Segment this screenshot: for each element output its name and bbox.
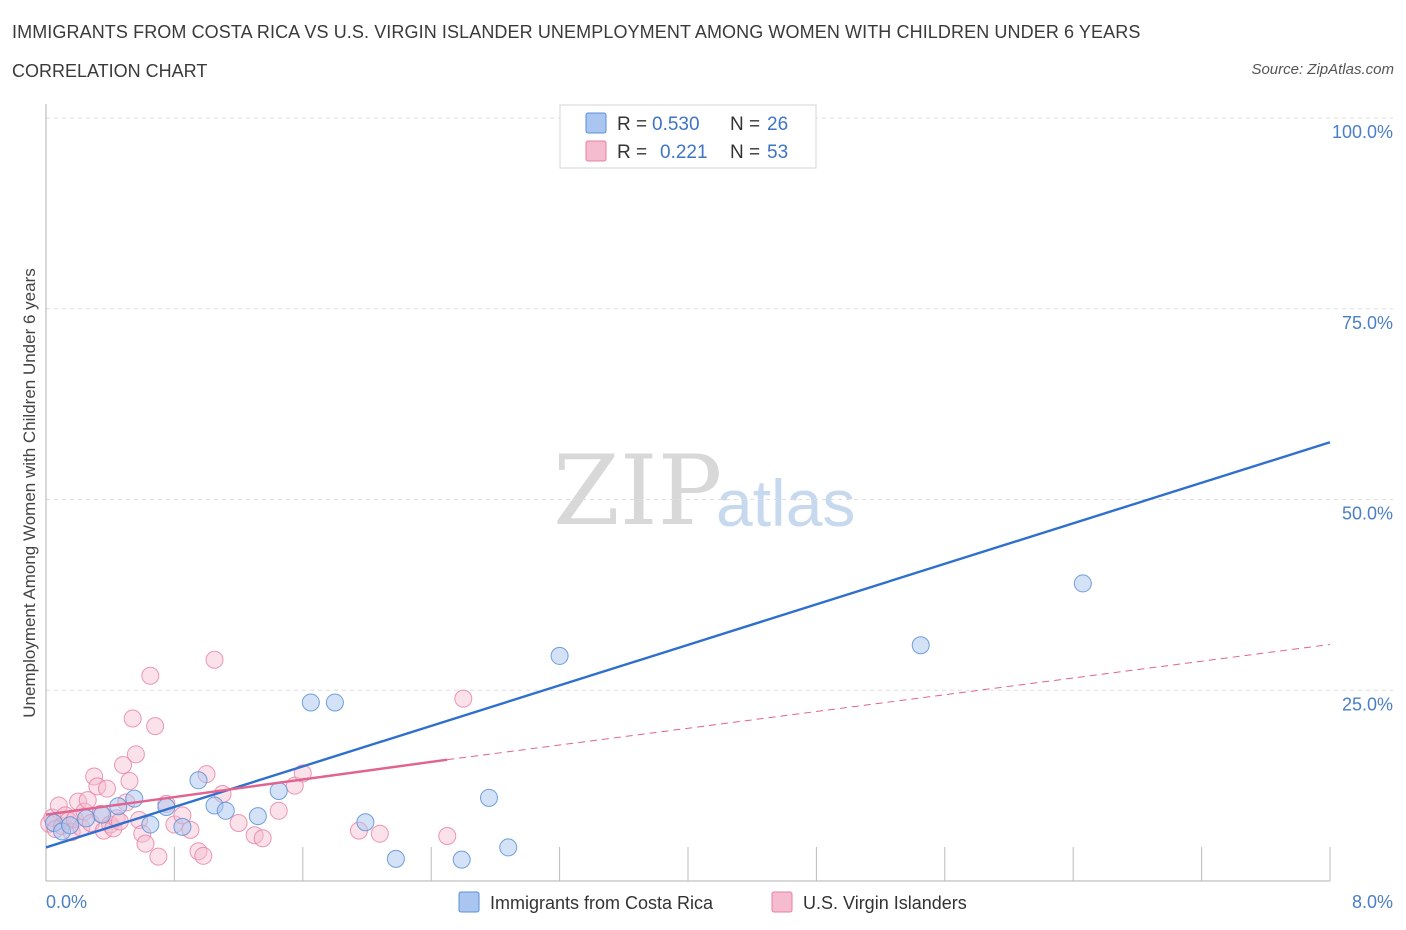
y-tick-label: 75.0% (1342, 313, 1393, 333)
point-costa-rica (248, 807, 267, 826)
point-us-virgin-islanders (205, 650, 224, 669)
y-tick-labels: 25.0% 50.0% 75.0% 100.0% (1332, 122, 1393, 714)
y-tick-label: 25.0% (1342, 694, 1393, 714)
source-credit: Source: ZipAtlas.com (1251, 61, 1394, 78)
x-tick-label-max: 8.0% (1352, 892, 1393, 912)
point-costa-rica (550, 646, 569, 665)
chart-subtitle: CORRELATION CHART (12, 61, 208, 81)
legend-n-value-blue: 26 (767, 114, 788, 135)
point-us-virgin-islanders (229, 814, 248, 833)
series-legend: Immigrants from Costa Rica U.S. Virgin I… (458, 891, 967, 913)
trend-lines (45, 441, 1331, 849)
legend-r-label-blue: R = (617, 114, 647, 135)
legend-swatch-pink (585, 140, 607, 162)
watermark-zip: ZIP (553, 435, 722, 547)
trend-line-costa-rica (45, 441, 1331, 849)
bottom-legend-label-blue: Immigrants from Costa Rica (490, 893, 714, 913)
legend-n-label-pink: N = (730, 142, 760, 163)
point-costa-rica (911, 636, 930, 655)
point-costa-rica (189, 771, 208, 790)
legend-n-value-pink: 53 (767, 142, 788, 163)
point-costa-rica (216, 801, 235, 820)
point-costa-rica (499, 838, 518, 857)
point-us-virgin-islanders (194, 846, 213, 865)
trend-line-us-virgin-islanders (45, 758, 448, 816)
bottom-legend-swatch-pink (771, 891, 793, 913)
point-costa-rica (325, 693, 344, 712)
point-us-virgin-islanders (120, 772, 139, 791)
point-us-virgin-islanders (146, 717, 165, 736)
point-costa-rica (356, 813, 375, 832)
point-us-virgin-islanders (114, 756, 133, 775)
point-us-virgin-islanders (141, 666, 160, 685)
x-tick-label-min: 0.0% (46, 892, 87, 912)
point-us-virgin-islanders (454, 689, 473, 708)
point-us-virgin-islanders (97, 779, 116, 798)
y-tick-label: 100.0% (1332, 122, 1393, 142)
legend-r-value-pink: 0.221 (660, 142, 708, 163)
point-us-virgin-islanders (253, 829, 272, 848)
point-costa-rica (173, 817, 192, 836)
series-us-virgin-islanders (40, 650, 473, 866)
series-costa-rica (45, 109, 1092, 869)
point-costa-rica (452, 850, 471, 869)
legend-r-label-pink: R = (617, 142, 647, 163)
point-us-virgin-islanders (149, 847, 168, 866)
point-costa-rica (61, 816, 80, 835)
legend-n-label-blue: N = (730, 114, 760, 135)
point-us-virgin-islanders (438, 826, 457, 845)
point-costa-rica (269, 781, 288, 800)
legend-swatch-blue (585, 112, 607, 134)
point-costa-rica (77, 809, 96, 828)
point-us-virgin-islanders (136, 834, 155, 853)
point-costa-rica (479, 788, 498, 807)
chart-title: IMMIGRANTS FROM COSTA RICA VS U.S. VIRGI… (12, 22, 1141, 42)
trend-line-us-virgin-islanders-extension (447, 643, 1331, 761)
y-axis-label: Unemployment Among Women with Children U… (20, 268, 39, 717)
bottom-legend-swatch-blue (458, 891, 480, 913)
watermark-atlas: atlas (716, 466, 855, 540)
point-costa-rica (141, 815, 160, 834)
point-costa-rica (1073, 574, 1092, 593)
point-costa-rica (386, 849, 405, 868)
legend-r-value-blue: 0.530 (652, 114, 700, 135)
point-us-virgin-islanders (126, 745, 145, 764)
point-us-virgin-islanders (269, 801, 288, 820)
gridlines (46, 117, 1393, 691)
bottom-legend-label-pink: U.S. Virgin Islanders (803, 893, 967, 913)
y-tick-label: 50.0% (1342, 504, 1393, 524)
point-us-virgin-islanders (123, 709, 142, 728)
point-us-virgin-islanders (370, 824, 389, 843)
point-costa-rica (301, 693, 320, 712)
correlation-legend: R = 0.530 N = 26 R = 0.221 N = 53 (559, 104, 817, 169)
axes (45, 104, 1331, 882)
point-us-virgin-islanders (85, 767, 104, 786)
